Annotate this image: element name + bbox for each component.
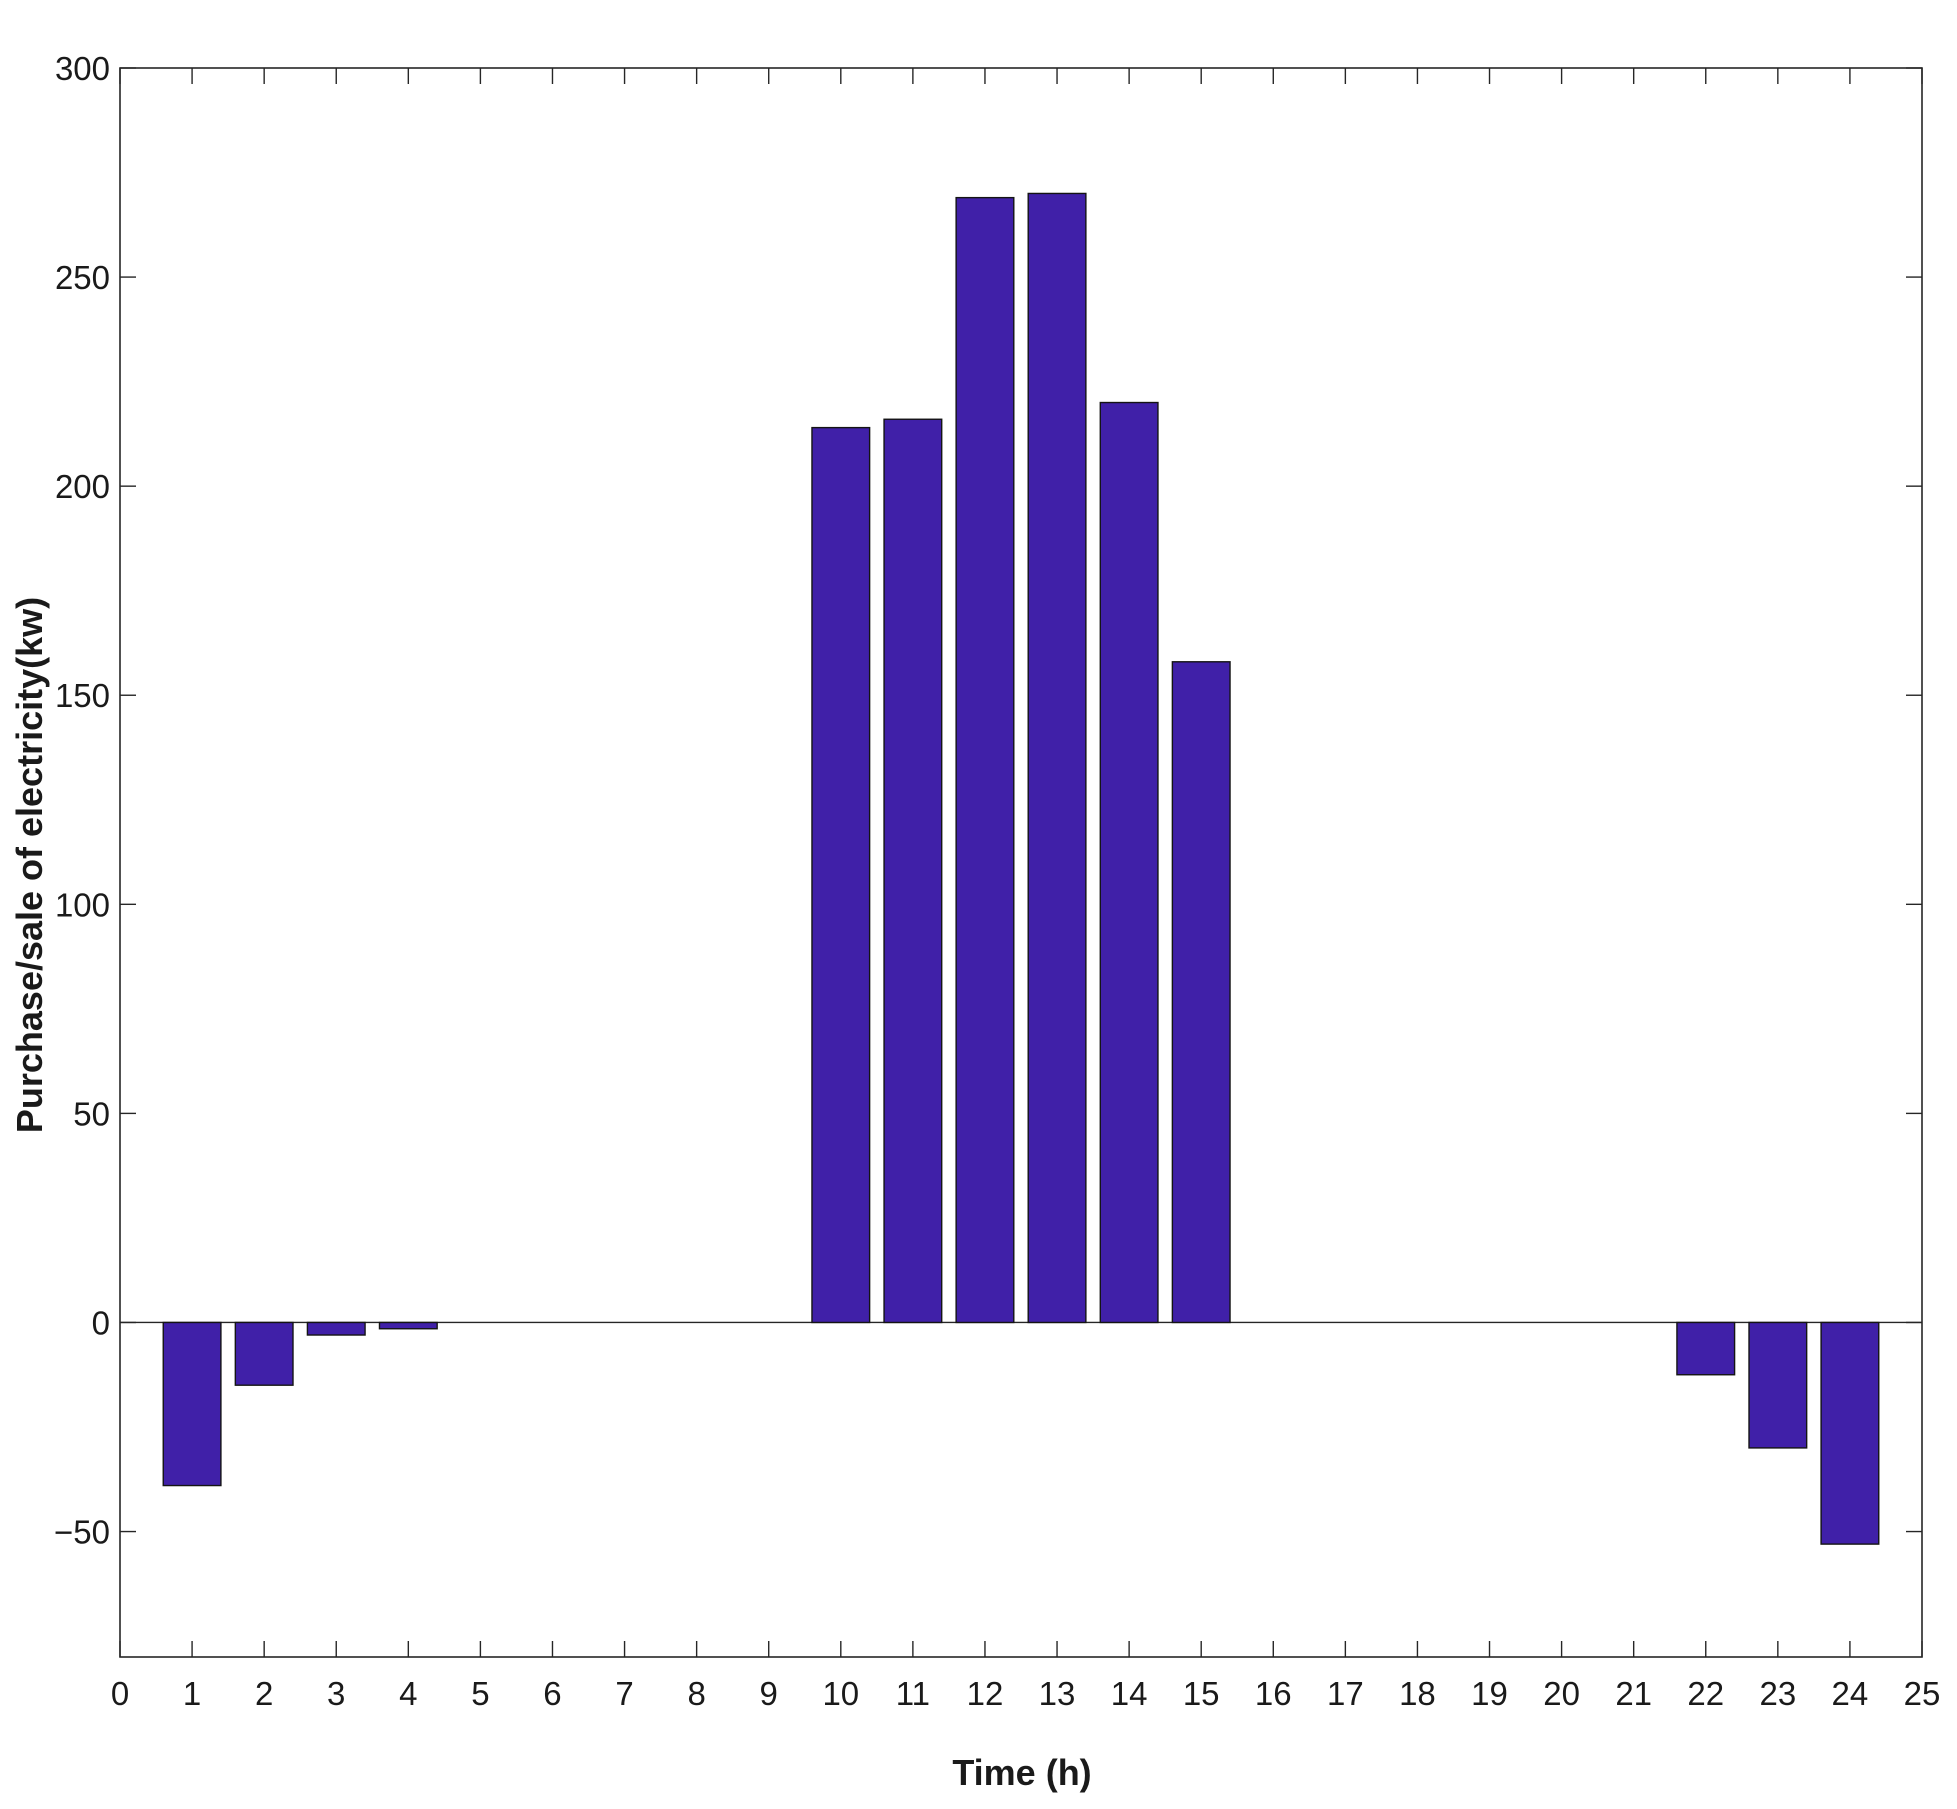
bar-12 [955, 196, 1015, 1324]
axes-group [119, 67, 1923, 1658]
x-tick-label-9: 9 [760, 1675, 778, 1712]
y-tick-label--50: −50 [54, 1514, 110, 1551]
x-tick-label-2: 2 [255, 1675, 273, 1712]
x-tick-label-25: 25 [1904, 1675, 1941, 1712]
x-tick-label-16: 16 [1255, 1675, 1292, 1712]
y-axis-title: Purchase/sale of electricity(kw) [9, 597, 50, 1133]
bar-11 [883, 418, 943, 1324]
bar-15 [1171, 661, 1231, 1324]
bar-1 [162, 1321, 222, 1487]
x-tick-label-4: 4 [399, 1675, 417, 1712]
y-tick-label-0: 0 [92, 1304, 110, 1341]
x-tick-label-6: 6 [543, 1675, 561, 1712]
bar-13 [1027, 192, 1087, 1324]
y-tick-label-200: 200 [55, 468, 110, 505]
x-tick-label-15: 15 [1183, 1675, 1220, 1712]
x-tick-label-8: 8 [687, 1675, 705, 1712]
x-tick-label-7: 7 [615, 1675, 633, 1712]
x-tick-label-0: 0 [111, 1675, 129, 1712]
y-tick-label-150: 150 [55, 677, 110, 714]
bars-group [162, 192, 1880, 1545]
bar-24 [1820, 1321, 1880, 1545]
x-tick-label-18: 18 [1399, 1675, 1436, 1712]
y-tick-label-100: 100 [55, 886, 110, 923]
bar-4 [378, 1321, 438, 1330]
y-tick-label-250: 250 [55, 259, 110, 296]
plot-frame [119, 67, 1923, 1658]
bar-23 [1748, 1321, 1808, 1449]
x-tick-label-22: 22 [1687, 1675, 1724, 1712]
x-tick-label-12: 12 [967, 1675, 1004, 1712]
x-tick-label-14: 14 [1111, 1675, 1148, 1712]
bar-10 [811, 426, 871, 1324]
x-tick-label-1: 1 [183, 1675, 201, 1712]
x-tick-label-24: 24 [1832, 1675, 1869, 1712]
x-tick-label-20: 20 [1543, 1675, 1580, 1712]
y-tick-label-50: 50 [73, 1095, 110, 1132]
bar-3 [306, 1321, 366, 1336]
x-tick-label-23: 23 [1759, 1675, 1796, 1712]
x-tick-label-5: 5 [471, 1675, 489, 1712]
bar-14 [1099, 401, 1159, 1324]
y-tick-label-300: 300 [55, 50, 110, 87]
x-tick-label-10: 10 [822, 1675, 859, 1712]
x-tick-label-13: 13 [1039, 1675, 1076, 1712]
bar-2 [234, 1321, 294, 1386]
x-tick-label-11: 11 [896, 1675, 930, 1712]
x-tick-label-21: 21 [1615, 1675, 1652, 1712]
x-tick-label-17: 17 [1327, 1675, 1364, 1712]
x-axis-title: Time (h) [952, 1752, 1091, 1793]
x-tick-label-19: 19 [1471, 1675, 1508, 1712]
bar-22 [1676, 1321, 1736, 1376]
ticks-group: 0 1 2 3 4 5 6 7 8 9 10 11 12 13 14 15 16 17 18 19 20 21 22 23 24… [54, 50, 1940, 1712]
x-tick-label-3: 3 [327, 1675, 345, 1712]
